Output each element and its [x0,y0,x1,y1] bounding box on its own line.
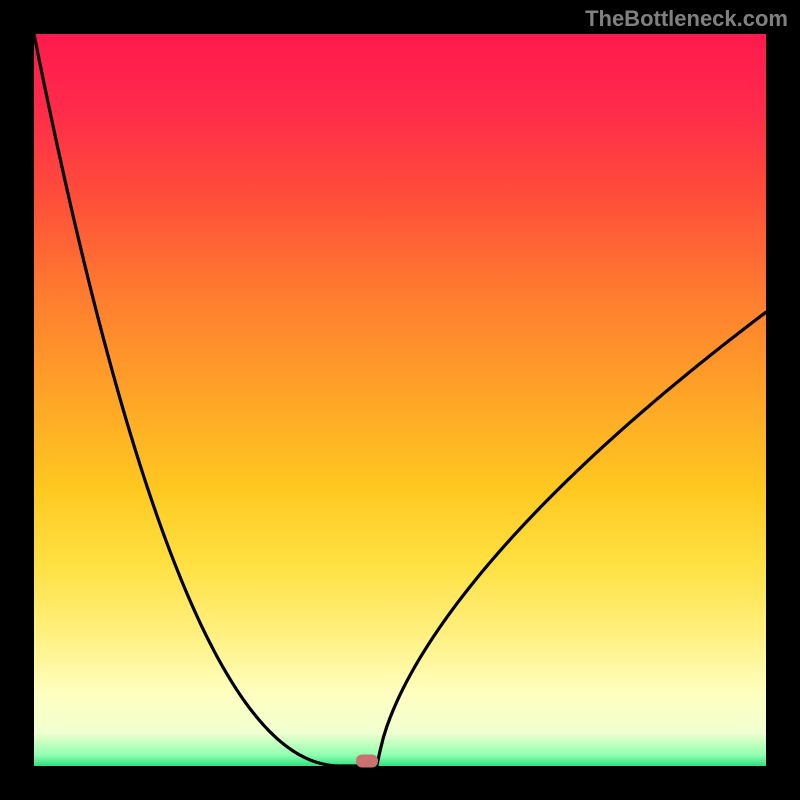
curve-path [34,34,766,766]
bottleneck-curve [34,34,766,766]
optimal-point-marker [356,754,378,767]
watermark-label: TheBottleneck.com [585,6,788,32]
plot-area [34,34,766,766]
chart-container: TheBottleneck.com [0,0,800,800]
